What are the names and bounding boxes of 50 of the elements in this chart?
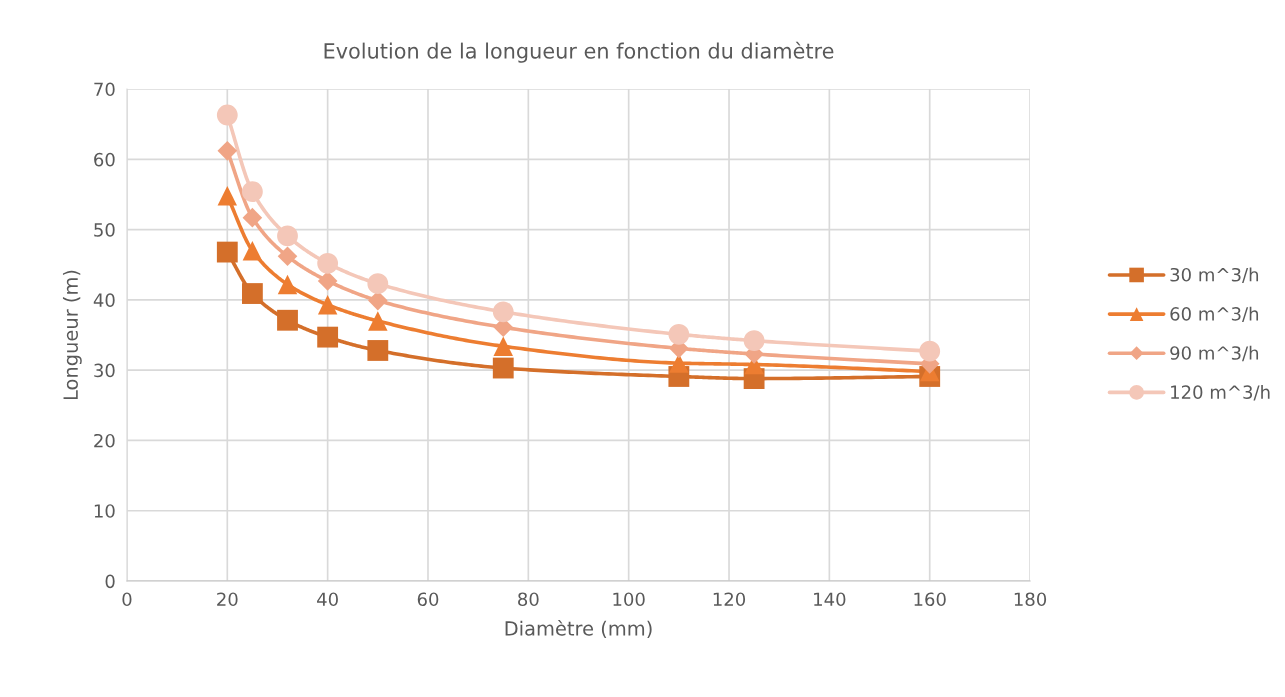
x-tick-label: 140	[814, 592, 846, 607]
point	[277, 225, 298, 247]
chart-title: Evolution de la longueur en fonction du diamètre	[324, 41, 834, 63]
x-tick-label: 0	[122, 592, 132, 607]
point	[492, 301, 514, 323]
y-tick-label: 0	[105, 574, 115, 589]
point	[367, 340, 389, 361]
point	[919, 340, 941, 362]
point	[317, 252, 339, 274]
point	[277, 246, 298, 267]
point	[317, 295, 338, 315]
x-axis-title: Diamètre (mm)	[505, 619, 652, 639]
legend-label: 90 m^3/h	[1170, 345, 1259, 362]
point	[277, 274, 298, 295]
point	[277, 309, 298, 331]
x-tick-label: 100	[613, 592, 645, 607]
point	[743, 330, 765, 352]
point	[241, 283, 263, 304]
point	[493, 336, 513, 356]
y-tick-label: 20	[94, 433, 115, 448]
y-tick-label: 70	[94, 82, 115, 97]
point	[242, 207, 263, 228]
legend-label: 30 m^3/h	[1170, 267, 1259, 283]
point	[668, 323, 690, 345]
legend-label: 120 m^3/h	[1171, 384, 1270, 401]
point	[367, 273, 389, 295]
y-tick-label: 10	[94, 504, 115, 518]
x-tick-label: 20	[217, 592, 238, 607]
point	[492, 357, 514, 379]
point	[241, 181, 263, 203]
point	[242, 240, 263, 261]
legend-label: 60 m^3/h	[1170, 306, 1259, 323]
y-axis-title: Longueur (m)	[62, 270, 82, 400]
x-tick-label: 120	[713, 592, 746, 607]
x-tick-label: 180	[1014, 592, 1047, 607]
point	[368, 311, 388, 331]
x-tick-label: 80	[518, 592, 539, 607]
x-tick-label: 40	[317, 592, 338, 607]
point	[216, 104, 238, 126]
y-tick-label: 40	[93, 293, 115, 307]
y-tick-label: 30	[94, 363, 115, 378]
point	[317, 326, 339, 348]
point	[216, 241, 238, 263]
point	[317, 271, 338, 291]
point	[217, 186, 238, 206]
y-tick-label: 50	[94, 223, 115, 237]
x-tick-label: 160	[914, 592, 946, 607]
point	[217, 141, 238, 161]
x-tick-label: 60	[417, 592, 439, 607]
y-tick-label: 60	[94, 152, 115, 167]
